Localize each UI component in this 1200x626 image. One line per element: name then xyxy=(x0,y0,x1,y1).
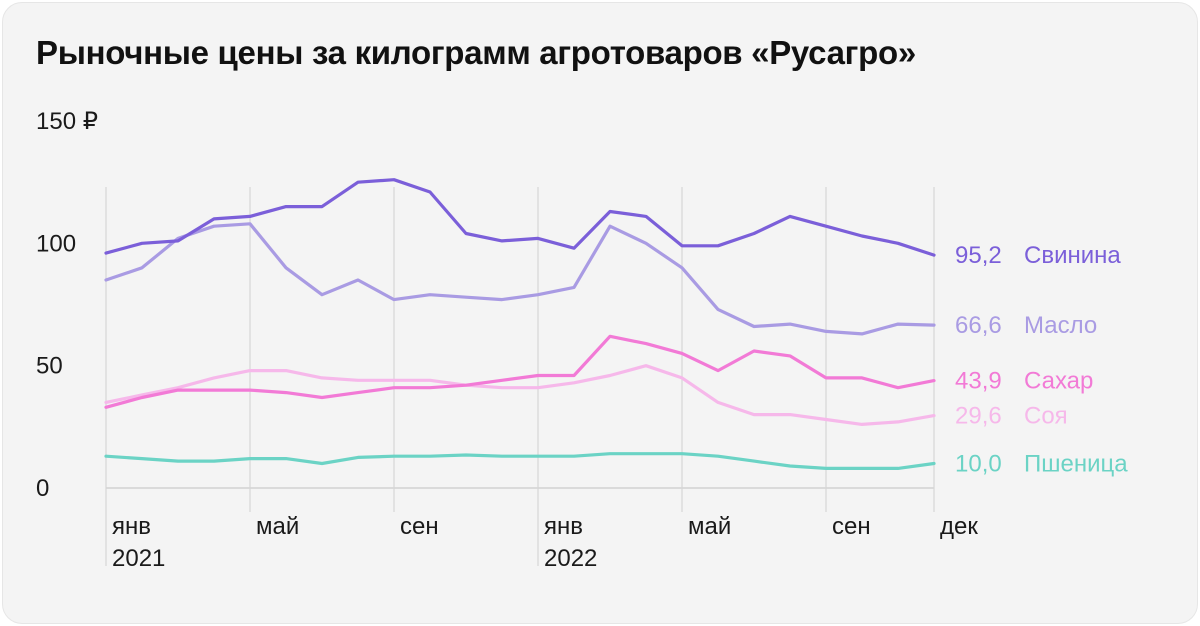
series-lines xyxy=(104,178,936,470)
x-tick-label: май xyxy=(256,513,299,540)
chart-title: Рыночные цены за килограмм агротоваров «… xyxy=(36,34,916,71)
series-line-1 xyxy=(104,178,936,257)
series-line-5 xyxy=(104,452,936,470)
x-tick-label: май xyxy=(688,513,731,540)
x-tick-label: дек xyxy=(940,513,978,540)
y-tick-label: 150 ₽ xyxy=(36,108,98,135)
x-tick-year-label: 2022 xyxy=(544,545,597,572)
series-line-2 xyxy=(104,222,936,336)
series-name-label: Свинина xyxy=(1024,242,1121,269)
x-tick-year-label: 2021 xyxy=(112,545,165,572)
x-tick-label: янв xyxy=(112,513,151,540)
x-axis-ticks: янв 2021 май сен янв 2022 май сен дек xyxy=(112,513,978,572)
y-tick-label: 50 xyxy=(36,353,63,380)
series-line-3 xyxy=(104,334,936,409)
x-tick-label: сен xyxy=(400,513,439,540)
y-axis-ticks: 150 ₽ 100 50 0 xyxy=(36,108,98,502)
series-name-label: Масло xyxy=(1024,312,1097,339)
y-tick-label: 100 xyxy=(36,230,76,257)
y-tick-label: 0 xyxy=(36,475,49,502)
series-end-value: 95,2 xyxy=(955,242,1002,269)
series-name-label: Сахар xyxy=(1024,368,1093,395)
series-end-value: 29,6 xyxy=(955,403,1002,430)
series-end-labels: 95,2 Свинина 66,6 Масло 43,9 Сахар 29,6 Соя 10,0… xyxy=(955,242,1128,477)
series-line-4 xyxy=(104,364,936,426)
x-tick-label: янв xyxy=(544,513,583,540)
series-name-label: Пшеница xyxy=(1024,451,1128,478)
series-end-value: 43,9 xyxy=(955,368,1002,395)
series-end-value: 66,6 xyxy=(955,312,1002,339)
x-tick-label: сен xyxy=(832,513,871,540)
series-end-value: 10,0 xyxy=(955,451,1002,478)
series-name-label: Соя xyxy=(1024,403,1068,430)
